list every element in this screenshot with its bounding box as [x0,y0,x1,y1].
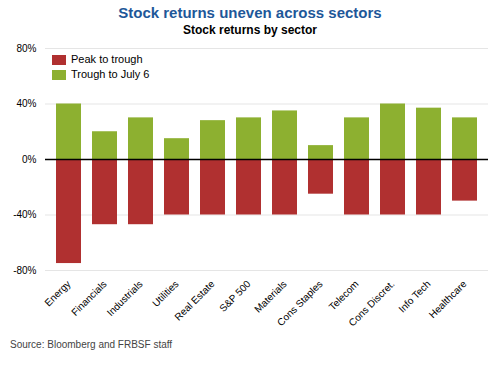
svg-text:40%: 40% [16,98,36,109]
html-text:Stock returns by sector: Stock returns by sector [183,23,317,37]
svg-text:Industrials: Industrials [105,278,145,318]
svg-text:Cons Discret.: Cons Discret. [346,278,396,328]
svg-text:Telecom: Telecom [327,278,361,312]
svg-text:-80%: -80% [13,265,36,276]
html-text:Stock returns uneven across se: Stock returns uneven across sectors [118,4,382,21]
svg-text:Cons Staples: Cons Staples [275,278,325,328]
svg-text:Info Tech: Info Tech [396,278,432,314]
html-text:Peak to trough: Peak to trough [71,53,143,65]
svg-text:Utilities: Utilities [150,278,181,309]
svg-text:Energy: Energy [42,278,72,308]
svg-text:Financials: Financials [69,278,109,318]
svg-text:S&P 500: S&P 500 [217,278,253,314]
svg-text:0%: 0% [22,154,37,165]
svg-text:Materials: Materials [252,278,288,314]
svg-text:80%: 80% [16,43,36,54]
svg-text:Healthcare: Healthcare [427,278,469,320]
html-text:Source: Bloomberg and FRBSF st: Source: Bloomberg and FRBSF staff [10,339,173,350]
svg-text:-40%: -40% [13,209,36,220]
svg-text:Real Estate: Real Estate [172,278,217,323]
html-text:Trough to July 6: Trough to July 6 [71,68,150,80]
